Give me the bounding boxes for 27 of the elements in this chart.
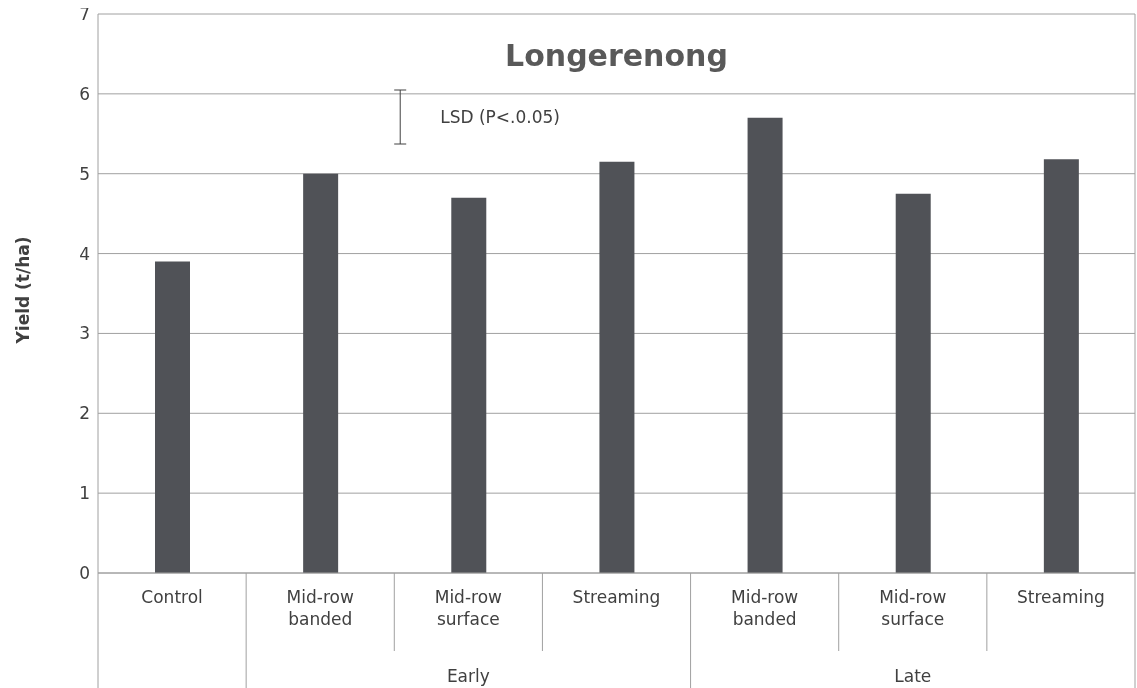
x-tick-label: Mid-row banded: [286, 587, 354, 629]
y-axis-title: Yield (t/ha): [13, 236, 34, 345]
x-tick-label: Control: [141, 587, 203, 607]
bar: [747, 117, 783, 573]
x-tick-label: Mid-row banded: [731, 587, 799, 629]
y-tick-label: 0: [79, 563, 90, 584]
x-tick-label: Streaming: [1017, 587, 1105, 607]
y-tick-label: 6: [79, 83, 90, 104]
text: Longerenong: [505, 38, 728, 73]
bar: [895, 193, 931, 573]
x-tick-label: Mid-row surface: [879, 587, 947, 629]
bar: [1043, 159, 1079, 573]
bar: [303, 173, 339, 573]
bar: [155, 261, 190, 573]
bar: [599, 161, 635, 573]
y-tick-label: 4: [79, 243, 90, 264]
annotation: LSD (P<.0.05): [440, 107, 560, 127]
y-tick-label: 3: [79, 323, 90, 344]
x-tick-label: Streaming: [572, 587, 661, 607]
y-tick-label: 1: [79, 483, 90, 504]
text: Late: [894, 666, 932, 686]
bar: [451, 197, 487, 573]
x-tick-label: Mid-row surface: [434, 587, 503, 629]
y-tick-label: 7: [79, 4, 90, 25]
text: Early: [446, 666, 490, 686]
y-tick-label: 2: [79, 403, 90, 424]
y-tick-label: 5: [79, 163, 90, 184]
